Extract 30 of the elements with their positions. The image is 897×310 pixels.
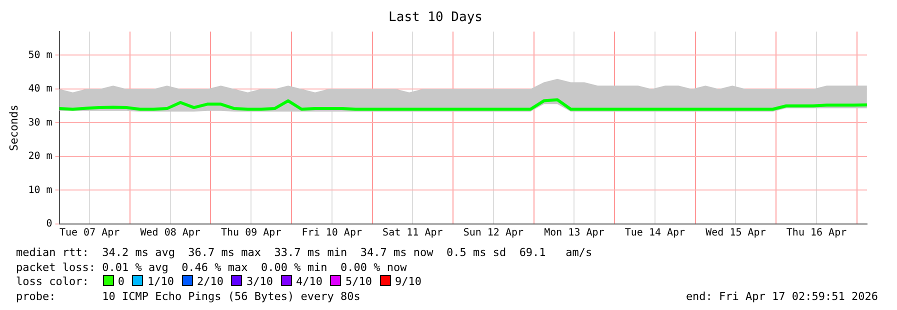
- x-tick-label: Thu 09 Apr: [221, 228, 282, 239]
- text: 0: [118, 275, 124, 288]
- text: 1/10: [147, 275, 174, 288]
- text: probe: 10 ICMP Echo Pings (56 Bytes) every 80s: [16, 290, 360, 302]
- text: 5/10: [345, 275, 372, 288]
- x-tick-label: Sun 12 Apr: [463, 228, 524, 239]
- x-tick-label: Thu 16 Apr: [786, 228, 847, 239]
- text: 4/10: [296, 275, 322, 288]
- text: 2/10: [196, 275, 224, 288]
- x-tick-label: Tue 07 Apr: [59, 228, 120, 239]
- text: 9/10: [394, 275, 422, 288]
- y-tick-label: 30 m: [28, 117, 52, 128]
- text: 3/10: [246, 275, 273, 288]
- y-tick-label: 20 m: [28, 151, 52, 162]
- text: end: Fri Apr 17 02:59:51 2026: [686, 290, 878, 304]
- chart-title: Last 10 Days: [388, 10, 482, 26]
- text: packet loss: 0.01 % avg 0.46 % max 0.00 % min 0.00 % now: [16, 260, 408, 275]
- y-tick-label: 40 m: [28, 84, 52, 95]
- x-tick-label: Wed 08 Apr: [140, 228, 200, 239]
- text: loss color:: [16, 275, 89, 288]
- x-tick-label: Fri 10 Apr: [302, 228, 362, 239]
- y-tick-label: 10 m: [28, 184, 52, 196]
- y-axis-title: Seconds: [7, 104, 20, 151]
- x-tick-label: Mon 13 Apr: [544, 228, 604, 239]
- x-tick-label: Sat 11 Apr: [382, 228, 443, 239]
- y-tick-label: 0: [46, 218, 52, 230]
- y-tick-label: 50 m: [28, 50, 52, 61]
- x-tick-label: Wed 15 Apr: [706, 228, 766, 239]
- x-tick-label: Tue 14 Apr: [624, 228, 686, 239]
- text: median rtt: 34.2 ms avg 36.7 ms max 33.7 ms min 34.7 ms now 0.5 ms sd 69.1 am/s: [16, 246, 594, 260]
